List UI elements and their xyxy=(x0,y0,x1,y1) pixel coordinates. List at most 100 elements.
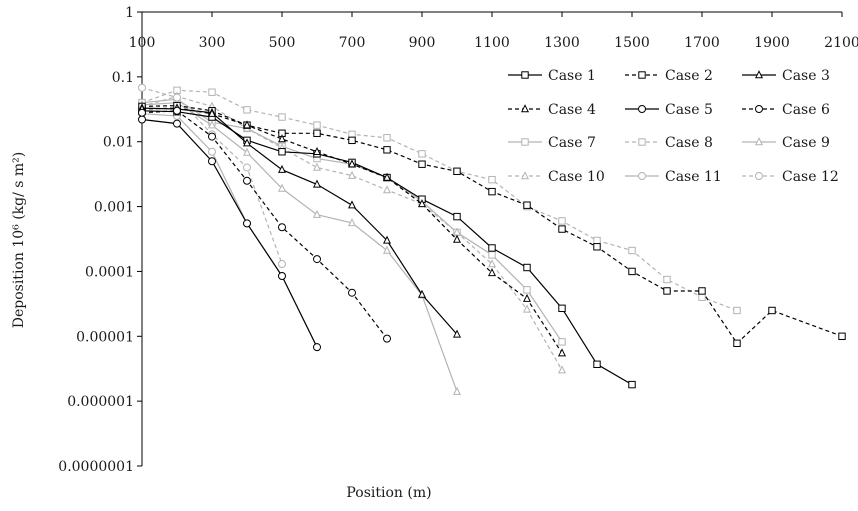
data-point xyxy=(312,162,322,171)
legend-item: Case 12 xyxy=(742,169,839,185)
legend-label: Case 1 xyxy=(548,68,596,84)
data-point xyxy=(277,134,287,143)
legend-item: Case 10 xyxy=(508,169,605,185)
y-axis-title: Deposition 10⁶ (kg/ s m²) xyxy=(11,152,27,329)
data-point xyxy=(242,120,252,129)
y-tick-label: 1 xyxy=(125,5,134,21)
series-line xyxy=(141,110,388,339)
data-point xyxy=(593,236,601,245)
data-point xyxy=(138,108,146,117)
data-point xyxy=(278,113,286,121)
data-point xyxy=(382,235,392,244)
x-tick-label: 1300 xyxy=(544,35,580,51)
series-case-3 xyxy=(137,103,462,338)
series-case-9 xyxy=(137,97,462,395)
data-point xyxy=(558,217,566,225)
y-tick-label: 0.0000001 xyxy=(58,459,134,475)
data-point xyxy=(558,225,566,233)
series-line xyxy=(141,118,318,348)
data-point xyxy=(173,93,181,102)
data-point xyxy=(698,287,706,295)
data-point xyxy=(207,120,217,129)
data-point xyxy=(313,343,321,352)
y-tick-label: 0.1 xyxy=(112,70,134,86)
data-point xyxy=(348,136,356,145)
data-point xyxy=(347,170,357,179)
data-point xyxy=(382,185,392,194)
data-point xyxy=(383,334,391,343)
data-point xyxy=(242,138,252,147)
data-point xyxy=(207,108,217,117)
data-point xyxy=(453,212,461,221)
x-tick-label: 1100 xyxy=(474,35,510,51)
legend-item: Case 1 xyxy=(508,68,596,84)
data-point xyxy=(638,172,646,180)
legend-item: Case 2 xyxy=(625,68,713,84)
data-point xyxy=(558,304,566,313)
legend-label: Case 4 xyxy=(548,102,596,118)
data-point xyxy=(558,338,566,346)
data-point xyxy=(452,386,462,395)
data-point xyxy=(638,138,646,146)
data-point xyxy=(733,339,741,347)
data-point xyxy=(663,275,671,284)
data-point xyxy=(520,104,530,113)
data-point xyxy=(382,245,392,254)
series-line xyxy=(141,102,458,392)
y-axis-ticks: 1 0.1 0.01 0.001 0.0001 0.00001 0.000001 0.0000… xyxy=(58,5,142,475)
data-point xyxy=(243,176,251,185)
legend-item: Case 9 xyxy=(742,135,830,151)
legend-item: Case 8 xyxy=(625,135,713,151)
data-point xyxy=(312,209,322,218)
data-point xyxy=(557,365,567,374)
data-point xyxy=(628,246,636,255)
data-point xyxy=(522,304,532,313)
series-layer xyxy=(137,83,846,395)
x-tick-label: 300 xyxy=(199,35,226,51)
series-case-6 xyxy=(138,106,391,343)
x-tick-label: 1900 xyxy=(754,35,790,51)
data-point xyxy=(173,119,181,128)
x-tick-label: 500 xyxy=(269,35,296,51)
data-point xyxy=(383,134,391,142)
legend-label: Case 3 xyxy=(782,68,830,84)
data-point xyxy=(383,146,391,154)
legend-item: Case 7 xyxy=(508,135,596,151)
x-tick-label: 1500 xyxy=(614,35,650,51)
plot-area xyxy=(141,11,842,466)
series-line xyxy=(141,104,843,345)
data-point xyxy=(488,175,496,184)
data-point xyxy=(208,147,216,156)
legend-label: Case 2 xyxy=(665,68,713,84)
legend-label: Case 5 xyxy=(665,102,713,118)
data-point xyxy=(278,148,286,156)
y-tick-label: 0.01 xyxy=(103,135,134,151)
legend: Case 1 Case 2 Case 3 Case 4 Case 5 Case 6 Case… xyxy=(508,68,839,185)
data-point xyxy=(638,105,646,113)
y-tick-label: 0.000001 xyxy=(67,394,134,410)
data-point xyxy=(593,360,601,368)
x-tick-label: 2100 xyxy=(824,35,858,51)
data-point xyxy=(313,255,321,264)
data-point xyxy=(208,157,216,166)
data-point xyxy=(521,71,529,79)
data-point xyxy=(243,163,251,172)
data-point xyxy=(638,71,646,79)
data-point xyxy=(312,179,322,188)
data-point xyxy=(243,106,251,114)
data-point xyxy=(278,260,286,269)
legend-label: Case 12 xyxy=(782,169,839,185)
data-point xyxy=(313,121,321,129)
x-tick-label: 1700 xyxy=(684,35,720,51)
data-point xyxy=(488,244,496,252)
data-point xyxy=(242,147,252,156)
data-point xyxy=(557,348,567,357)
data-point xyxy=(417,289,427,298)
data-point xyxy=(755,172,763,180)
series-case-5 xyxy=(138,115,321,352)
series-line xyxy=(141,89,738,312)
data-point xyxy=(453,167,461,175)
data-point xyxy=(522,293,532,302)
data-point xyxy=(488,251,496,259)
x-tick-label: 900 xyxy=(409,35,436,51)
